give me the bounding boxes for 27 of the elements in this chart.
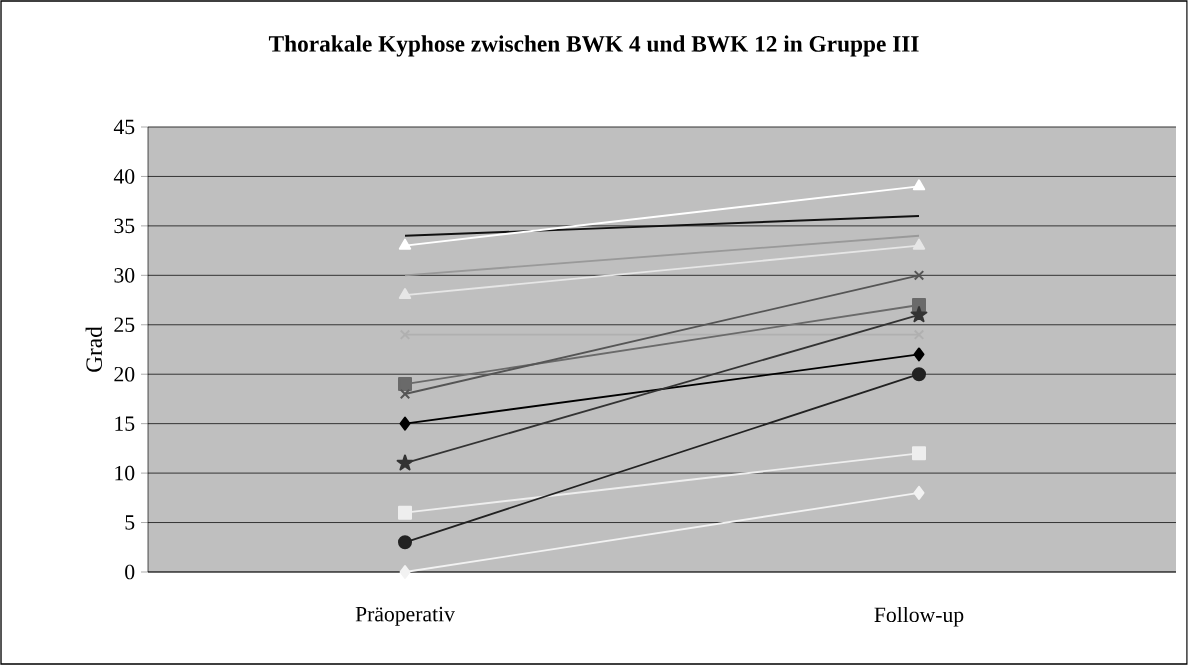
point xyxy=(398,535,412,550)
point xyxy=(398,377,412,392)
y-tick-label: 0 xyxy=(125,564,135,580)
y-tick-label: 45 xyxy=(113,119,135,135)
point xyxy=(399,416,411,431)
y-tick-label: 5 xyxy=(125,515,135,530)
point xyxy=(399,564,411,579)
y-tick-label: 40 xyxy=(113,169,135,184)
point xyxy=(399,388,411,400)
point xyxy=(910,306,928,323)
chart-title: Thorakale Kyphose zwischen BWK 4 und BWK 12 in Gruppe III xyxy=(268,35,919,57)
y-tick-label: 25 xyxy=(114,317,135,333)
x-tick-label: Follow-up xyxy=(874,606,964,627)
point xyxy=(912,446,926,461)
y-tick-label: 10 xyxy=(115,465,135,481)
point xyxy=(912,367,926,382)
point xyxy=(398,505,412,520)
point xyxy=(396,454,414,471)
point xyxy=(913,347,925,362)
x-tick-label: Präoperativ xyxy=(355,606,455,626)
y-tick-label: 35 xyxy=(114,218,135,234)
point xyxy=(913,485,925,500)
y-tick-label: 30 xyxy=(114,268,135,283)
y-tick-label: 20 xyxy=(114,366,135,382)
y-tick-label: 15 xyxy=(115,416,135,431)
point xyxy=(913,270,925,281)
y-axis-title: Grad xyxy=(85,326,103,372)
